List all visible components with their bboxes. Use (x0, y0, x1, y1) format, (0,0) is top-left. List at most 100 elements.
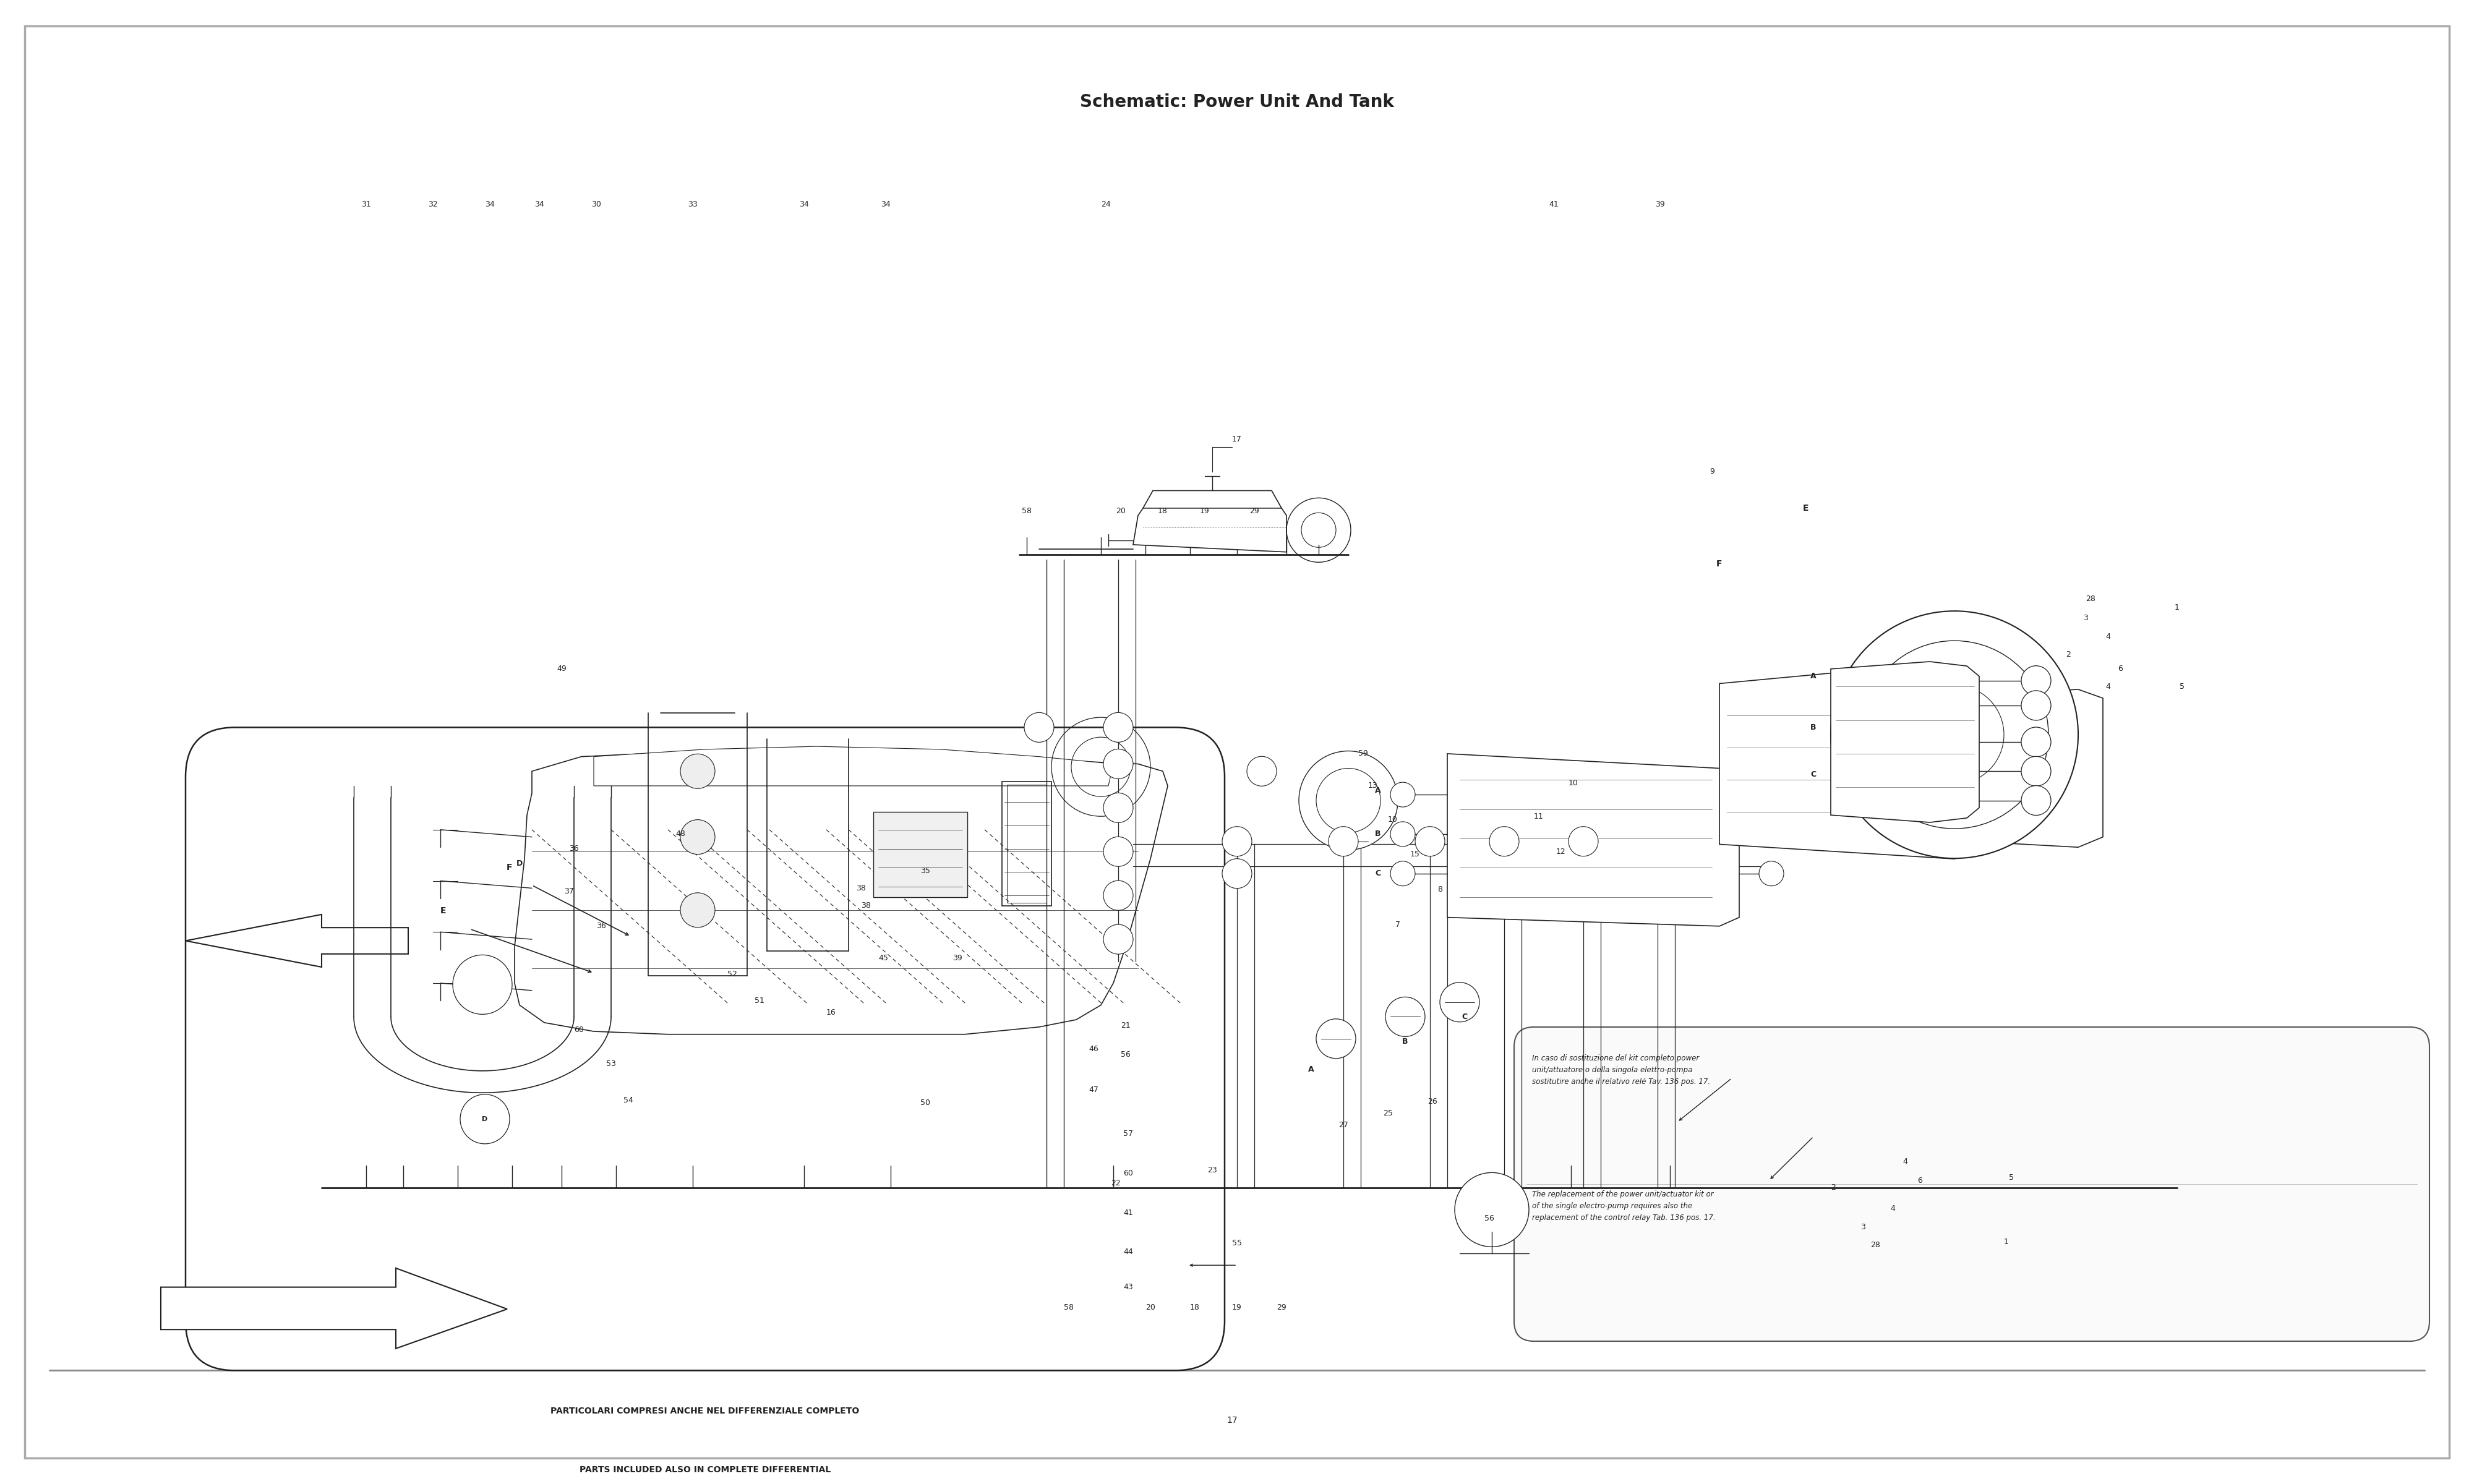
Text: 31: 31 (361, 200, 371, 208)
Circle shape (1316, 1020, 1356, 1058)
Text: 2: 2 (1831, 1184, 1836, 1192)
Text: PARTS INCLUDED ALSO IN COMPLETE DIFFERENTIAL: PARTS INCLUDED ALSO IN COMPLETE DIFFEREN… (579, 1466, 831, 1474)
Text: 12: 12 (1556, 847, 1566, 856)
Circle shape (2021, 666, 2051, 696)
Circle shape (680, 893, 715, 927)
Text: 56: 56 (1484, 1214, 1494, 1223)
Text: 34: 34 (881, 200, 891, 208)
Circle shape (1759, 822, 1784, 846)
Text: 34: 34 (485, 200, 495, 208)
Circle shape (460, 1094, 510, 1144)
Text: 18: 18 (1158, 508, 1168, 515)
Text: 16: 16 (826, 1008, 836, 1017)
Circle shape (1222, 859, 1252, 889)
Text: 41: 41 (1549, 200, 1559, 208)
Text: 5: 5 (2180, 683, 2185, 690)
Text: B: B (1403, 1037, 1408, 1046)
Text: C: C (1376, 870, 1380, 877)
Circle shape (1759, 782, 1784, 807)
Circle shape (1455, 1172, 1529, 1247)
Polygon shape (594, 746, 1113, 787)
Circle shape (1440, 982, 1479, 1022)
Text: F: F (507, 862, 512, 871)
Polygon shape (1133, 499, 1286, 552)
Text: 37: 37 (564, 887, 574, 895)
Bar (1002, 782, 1051, 905)
Text: 29: 29 (1277, 1303, 1286, 1312)
Text: 23: 23 (1207, 1166, 1217, 1174)
Text: 46: 46 (1089, 1045, 1098, 1054)
Text: 35: 35 (920, 867, 930, 874)
Text: A: A (1376, 787, 1380, 794)
Text: 50: 50 (920, 1100, 930, 1107)
Polygon shape (515, 754, 1168, 1034)
Text: 4: 4 (1890, 1204, 1895, 1212)
Text: A: A (1309, 1066, 1314, 1073)
Text: 45: 45 (878, 954, 888, 962)
Circle shape (1299, 751, 1398, 850)
Text: 39: 39 (1655, 200, 1665, 208)
Circle shape (1831, 611, 2078, 858)
Polygon shape (161, 1269, 507, 1349)
Text: 58: 58 (1022, 508, 1032, 515)
Circle shape (1329, 827, 1358, 856)
Text: 41: 41 (1123, 1208, 1133, 1217)
Text: 18: 18 (1190, 1303, 1200, 1312)
Circle shape (1222, 827, 1252, 856)
Bar (873, 812, 967, 896)
Circle shape (2021, 785, 2051, 815)
Text: E: E (1804, 505, 1808, 512)
Text: 6: 6 (1917, 1177, 1922, 1184)
Polygon shape (1831, 662, 1979, 822)
Text: 34: 34 (799, 200, 809, 208)
Text: 57: 57 (1123, 1129, 1133, 1138)
Text: 21: 21 (1121, 1021, 1131, 1030)
Text: 38: 38 (856, 884, 866, 892)
Circle shape (1415, 827, 1445, 856)
Text: 30: 30 (591, 200, 601, 208)
Circle shape (453, 954, 512, 1014)
Circle shape (1103, 712, 1133, 742)
Text: D: D (482, 1116, 487, 1122)
Circle shape (1103, 837, 1133, 867)
Text: In caso di sostituzione del kit completo power
unit/attuatore o della singola el: In caso di sostituzione del kit completo… (1531, 1054, 1710, 1085)
Text: 4: 4 (2105, 632, 2110, 641)
Circle shape (2021, 727, 2051, 757)
Text: 1: 1 (2175, 604, 2180, 611)
Circle shape (1390, 782, 1415, 807)
Text: C: C (1811, 770, 1816, 778)
Polygon shape (1447, 754, 1739, 926)
Text: 17: 17 (1227, 1416, 1237, 1425)
Text: 29: 29 (1249, 508, 1259, 515)
Text: 47: 47 (1089, 1086, 1098, 1094)
Text: 10: 10 (1569, 779, 1578, 787)
Text: The replacement of the power unit/actuator kit or
of the single electro-pump req: The replacement of the power unit/actuat… (1531, 1190, 1714, 1221)
Text: 34: 34 (534, 200, 544, 208)
Polygon shape (1143, 491, 1282, 508)
Text: B: B (1811, 723, 1816, 732)
Text: 19: 19 (1232, 1303, 1242, 1312)
Polygon shape (1972, 690, 2103, 847)
Text: A: A (1811, 672, 1816, 680)
Circle shape (680, 754, 715, 788)
Text: 7: 7 (1395, 920, 1400, 929)
Circle shape (1103, 792, 1133, 822)
Text: Schematic: Power Unit And Tank: Schematic: Power Unit And Tank (1081, 93, 1393, 110)
Text: 28: 28 (1870, 1241, 1880, 1248)
Text: D: D (517, 859, 522, 867)
Text: PARTICOLARI COMPRESI ANCHE NEL DIFFERENZIALE COMPLETO: PARTICOLARI COMPRESI ANCHE NEL DIFFERENZ… (552, 1407, 858, 1416)
Text: 3: 3 (2083, 614, 2088, 622)
Bar (1007, 785, 1047, 902)
Text: 4: 4 (2105, 683, 2110, 690)
Text: 48: 48 (675, 830, 685, 838)
Text: 33: 33 (688, 200, 698, 208)
Text: 60: 60 (574, 1025, 584, 1034)
Text: 20: 20 (1116, 508, 1126, 515)
Text: E: E (440, 907, 445, 916)
Text: 39: 39 (952, 954, 962, 962)
Text: 55: 55 (1232, 1239, 1242, 1248)
Text: 2: 2 (2066, 650, 2071, 659)
Text: 5: 5 (2009, 1174, 2014, 1181)
Text: 15: 15 (1410, 850, 1420, 859)
Circle shape (1569, 827, 1598, 856)
